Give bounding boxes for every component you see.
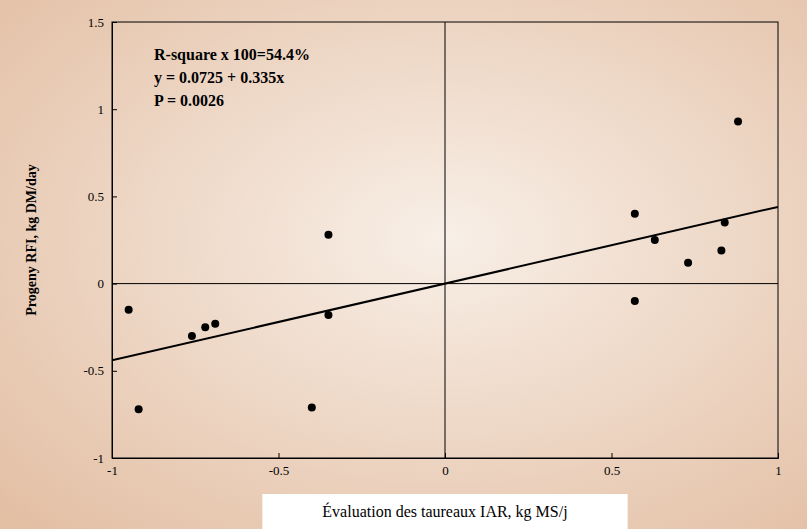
tick-label: 1 — [775, 463, 782, 478]
tick-mark — [279, 453, 280, 458]
annotation: P = 0.0026 — [154, 92, 224, 109]
tick: 1.5 — [88, 15, 117, 30]
tick-mark — [112, 371, 117, 372]
point — [734, 117, 742, 125]
tick-label: 1.5 — [88, 15, 104, 30]
tick-label: -1 — [93, 451, 104, 466]
tick-label: 1 — [98, 102, 105, 117]
tick-label: -0.5 — [83, 363, 104, 378]
tick-label: -0.5 — [269, 463, 290, 478]
tick: 0.5 — [604, 453, 620, 478]
point — [631, 297, 639, 305]
tick-label: 0 — [442, 463, 449, 478]
tick-label: 0.5 — [604, 463, 620, 478]
reference-lines — [112, 22, 778, 458]
zero-line-x — [445, 22, 446, 458]
tick: -1 — [93, 451, 117, 466]
chart: -1 -0.5 0 0.5 1 -1 -0.5 0 0.5 1 1.5 R-square x 100=… — [0, 0, 807, 529]
point — [324, 311, 332, 319]
tick-mark — [112, 196, 117, 197]
y-axis-title: Progeny RFI, kg DM/day — [24, 164, 39, 315]
plot-frame — [112, 22, 778, 458]
tick: 1 — [98, 102, 118, 117]
tick-label: 0.5 — [88, 189, 104, 204]
tick-mark — [112, 109, 117, 110]
point — [651, 236, 659, 244]
tick: 0.5 — [88, 189, 117, 204]
tick-label: -1 — [107, 463, 118, 478]
tick-mark — [612, 453, 613, 458]
point — [125, 306, 133, 314]
plot: -1 -0.5 0 0.5 1 -1 -0.5 0 0.5 1 1.5 R-square x 100=… — [83, 15, 781, 479]
tick-mark — [778, 453, 779, 458]
point — [684, 259, 692, 267]
tick: 1 — [775, 453, 782, 478]
point — [135, 405, 143, 413]
annotation: R-square x 100=54.4% — [154, 46, 310, 64]
tick: -0.5 — [83, 363, 117, 378]
tick-label: 0 — [98, 276, 105, 291]
x-title-background — [262, 494, 627, 529]
point — [201, 323, 209, 331]
y-axis: -1 -0.5 0 0.5 1 1.5 — [83, 15, 117, 466]
point — [211, 320, 219, 328]
tick-mark — [112, 458, 117, 459]
point — [324, 231, 332, 239]
point — [188, 332, 196, 340]
annotation: y = 0.0725 + 0.335x — [154, 69, 284, 87]
point — [717, 246, 725, 254]
axis-line — [113, 23, 118, 459]
regression-line — [112, 207, 778, 360]
marks — [112, 117, 778, 413]
x-axis: -1 -0.5 0 0.5 1 — [107, 453, 782, 478]
background — [0, 0, 807, 529]
x-axis-title: Évaluation des taureaux IAR, kg MS/j — [322, 502, 567, 521]
point — [308, 403, 316, 411]
tick-mark — [112, 22, 117, 23]
point — [631, 210, 639, 218]
tick: -0.5 — [269, 453, 290, 478]
